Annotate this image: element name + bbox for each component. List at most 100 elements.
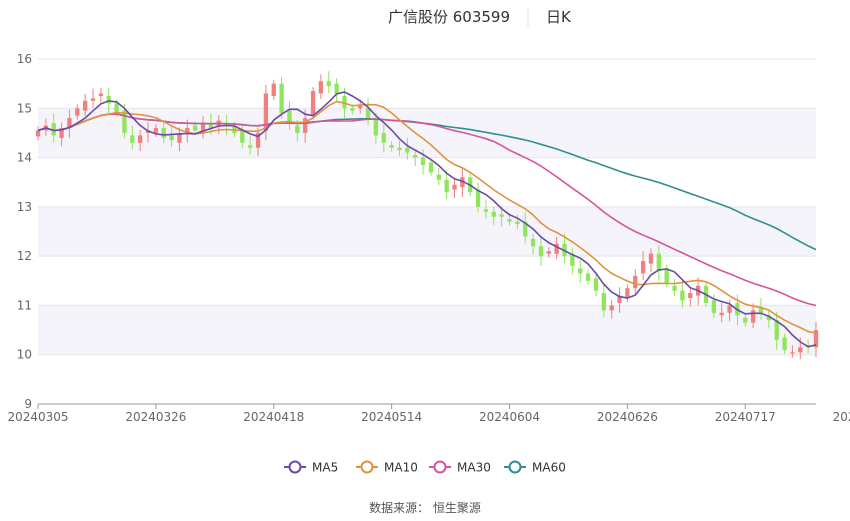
candle-body (295, 125, 300, 133)
x-tick-label: 20240326 (125, 410, 186, 424)
candle-body (279, 83, 284, 114)
candle-body (515, 221, 520, 225)
x-tick-label: 20240418 (243, 410, 304, 424)
candle-body (365, 108, 371, 119)
candle-body (523, 221, 528, 237)
legend-marker (433, 460, 447, 474)
candle-body (193, 125, 198, 131)
y-tick-label: 14 (17, 151, 32, 165)
chart-period: 日K (546, 8, 572, 26)
candle-body (680, 290, 685, 301)
candle-body (405, 147, 410, 153)
candle-body (373, 118, 379, 136)
candle-body (609, 305, 614, 311)
candle-body (114, 103, 119, 114)
candle-body (546, 251, 551, 254)
legend-label: MA10 (384, 461, 418, 475)
candle-body (530, 238, 536, 247)
candle-body (287, 110, 292, 124)
candle-body (200, 123, 206, 133)
legend-marker (508, 460, 522, 474)
x-tick-label: 20240717 (715, 410, 776, 424)
candle-body (648, 253, 654, 264)
candle-body (420, 157, 426, 165)
x-tick-label: 20240305 (7, 410, 68, 424)
candle-body (452, 184, 457, 190)
candle-body (570, 253, 575, 266)
x-axis: 20240305 20240326 20240418 20240514 20240604… (7, 403, 850, 424)
candle-body (711, 300, 716, 313)
candle-body (428, 162, 434, 173)
candle-body (774, 320, 779, 340)
candle-body (342, 95, 347, 109)
x-tick-label: 20240807 (833, 410, 850, 424)
candle-body (782, 337, 787, 350)
candle-body (185, 128, 190, 133)
y-tick-label: 10 (17, 348, 32, 362)
candle-body (633, 275, 638, 289)
candle-body (303, 118, 308, 133)
chart-title: 广信股份 603599 (388, 8, 510, 26)
y-tick-label: 11 (17, 298, 32, 312)
candle-body (138, 135, 143, 143)
candle-body (67, 118, 72, 128)
legend-label: MA5 (312, 461, 338, 475)
y-tick-label: 13 (17, 200, 32, 214)
candle-body (617, 295, 622, 303)
candle-body (491, 211, 496, 217)
candle-body (656, 253, 661, 271)
candle-body (98, 93, 104, 96)
candle-body (507, 219, 512, 222)
candle-body (397, 147, 402, 151)
candle-body (601, 293, 606, 311)
candle-body (169, 135, 174, 141)
legend-label: MA30 (457, 461, 491, 475)
candle-body (248, 145, 253, 148)
candle-body (499, 214, 504, 217)
candle-body (122, 110, 127, 133)
candle-body (664, 268, 669, 284)
candle-body (578, 268, 583, 274)
candlestick-series (35, 71, 819, 360)
candle-body (672, 285, 677, 291)
candle-body (263, 93, 269, 131)
candle-body (436, 174, 441, 180)
candle-body (326, 81, 331, 87)
candle-body (483, 209, 489, 212)
y-tick-label: 12 (17, 249, 32, 263)
ma30-line (37, 113, 817, 307)
candle-body (727, 305, 732, 313)
candle-body (743, 317, 748, 323)
candle-body (358, 105, 363, 109)
candle-body (750, 310, 756, 323)
candle-body (35, 130, 41, 137)
candle-body (130, 135, 135, 143)
candle-body (59, 128, 64, 138)
candle-body (625, 288, 630, 299)
x-tick-label: 20240626 (597, 410, 658, 424)
candle-body (161, 128, 166, 138)
candle-body (271, 83, 276, 96)
candle-body (106, 95, 111, 104)
candle-body (82, 100, 88, 111)
plot-band (38, 206, 816, 257)
candle-body (444, 179, 449, 193)
candle-body (688, 293, 693, 299)
candle-body (389, 145, 394, 148)
candle-body (51, 123, 56, 136)
candle-body (593, 278, 599, 291)
candle-body (255, 132, 261, 148)
candle-body (310, 91, 316, 116)
candle-body (813, 330, 819, 348)
candle-body (177, 132, 182, 143)
candle-body (805, 344, 811, 347)
source-note: 数据来源： 恒生聚源 (369, 500, 481, 515)
candle-body (240, 130, 245, 143)
candle-body (554, 243, 559, 254)
candle-body (208, 123, 214, 128)
ma5-line (37, 91, 817, 348)
candle-body (153, 128, 159, 133)
candle-body (766, 315, 772, 321)
